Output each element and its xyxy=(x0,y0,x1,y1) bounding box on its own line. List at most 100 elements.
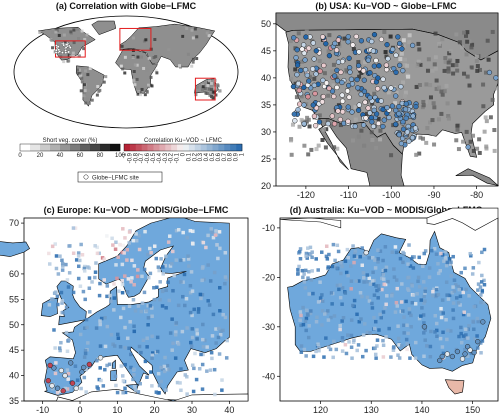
veg-cover-cell xyxy=(365,42,370,47)
lfmc-site-point xyxy=(62,372,68,379)
corr-cell xyxy=(82,269,87,273)
lfmc-site-point xyxy=(312,90,318,97)
lfmc-site-point xyxy=(335,59,342,65)
corr-cell xyxy=(206,233,210,238)
corr-cell xyxy=(192,366,196,371)
corr-cell xyxy=(380,287,384,292)
lfmc-site-point xyxy=(396,103,402,110)
lfmc-site-point xyxy=(354,76,360,83)
corr-cell xyxy=(125,258,129,262)
corr-cell xyxy=(122,251,126,255)
veg-cover-cell xyxy=(154,69,158,73)
lfmc-site-point xyxy=(321,62,327,69)
lfmc-site-point xyxy=(352,123,358,129)
veg-cover-cell xyxy=(84,69,88,73)
veg-cover-cell xyxy=(181,34,185,38)
corr-cell xyxy=(382,282,386,287)
corr-cell xyxy=(417,316,422,321)
corr-cell xyxy=(440,298,445,302)
corr-cell xyxy=(363,322,367,326)
lfmc-site-point xyxy=(402,106,409,112)
corr-cell xyxy=(333,264,337,269)
lfmc-site-point xyxy=(403,115,409,121)
veg-cover-cell xyxy=(193,27,197,31)
corr-cell xyxy=(423,338,427,342)
corr-cell xyxy=(60,261,65,266)
lfmc-site-point xyxy=(358,38,365,44)
lfmc-site-point xyxy=(371,63,377,69)
lfmc-site-point xyxy=(311,82,317,88)
corr-cell xyxy=(448,262,453,266)
corr-legend-swatch xyxy=(212,144,219,151)
corr-cell xyxy=(458,294,463,299)
corr-cell xyxy=(125,248,130,252)
veg-cover-cell xyxy=(316,143,321,148)
veg-cover-cell xyxy=(484,119,489,124)
corr-cell xyxy=(365,280,370,284)
corr-cell xyxy=(160,304,165,308)
corr-cell xyxy=(405,342,409,346)
corr-cell xyxy=(90,280,94,284)
corr-cell xyxy=(77,264,81,269)
corr-cell xyxy=(343,342,348,347)
corr-cell xyxy=(61,310,65,315)
corr-cell xyxy=(324,336,328,340)
corr-cell xyxy=(201,322,205,327)
corr-cell xyxy=(141,338,146,343)
corr-legend-swatch xyxy=(124,144,131,151)
veg-legend-tick: 100 xyxy=(115,153,126,159)
corr-cell xyxy=(179,280,183,284)
veg-cover-cell xyxy=(357,74,362,79)
corr-cell xyxy=(307,270,311,274)
corr-cell xyxy=(198,292,203,297)
corr-cell xyxy=(210,356,214,361)
veg-cover-cell xyxy=(210,88,214,92)
corr-cell xyxy=(137,344,142,349)
corr-cell xyxy=(221,328,225,333)
lfmc-site-point xyxy=(365,105,371,111)
corr-cell xyxy=(309,309,313,313)
corr-cell xyxy=(480,273,484,278)
corr-cell xyxy=(167,367,171,372)
corr-cell xyxy=(123,362,127,367)
veg-legend-tick: 60 xyxy=(77,153,84,159)
lfmc-site-point xyxy=(471,349,477,356)
lfmc-site-point xyxy=(295,106,301,113)
lfmc-site-point xyxy=(383,62,390,68)
corr-cell xyxy=(309,278,314,282)
corr-cell xyxy=(123,325,127,330)
lfmc-site-point xyxy=(385,56,391,62)
corr-cell xyxy=(191,229,195,234)
corr-cell xyxy=(135,274,140,279)
lfmc-site-point xyxy=(86,361,92,368)
lfmc-site-point xyxy=(345,104,351,110)
corr-cell xyxy=(311,291,315,296)
lfmc-site-point xyxy=(292,118,298,124)
corr-cell xyxy=(352,298,357,303)
corr-cell xyxy=(462,310,466,315)
corr-legend-tick: -0.7 xyxy=(139,152,145,163)
corr-cell xyxy=(472,327,476,331)
veg-cover-cell xyxy=(359,70,364,75)
corr-cell xyxy=(345,247,350,252)
corr-cell xyxy=(473,337,477,341)
corr-cell xyxy=(303,319,308,324)
veg-cover-cell xyxy=(71,51,75,55)
corr-cell xyxy=(402,315,406,319)
corr-cell xyxy=(411,293,416,297)
corr-cell xyxy=(84,317,89,322)
corr-cell xyxy=(78,332,83,337)
corr-cell xyxy=(368,282,373,286)
veg-cover-cell xyxy=(154,55,158,59)
veg-cover-cell xyxy=(85,33,89,37)
lfmc-site-point xyxy=(326,85,332,92)
corr-cell xyxy=(200,387,205,391)
lfmc-site-point xyxy=(388,85,394,91)
lfmc-site-point xyxy=(346,65,353,71)
corr-cell xyxy=(123,386,127,391)
corr-cell xyxy=(372,315,376,320)
corr-cell xyxy=(120,290,125,295)
veg-cover-cell xyxy=(296,31,301,36)
corr-cell xyxy=(423,299,427,303)
corr-legend-swatch xyxy=(236,144,243,151)
